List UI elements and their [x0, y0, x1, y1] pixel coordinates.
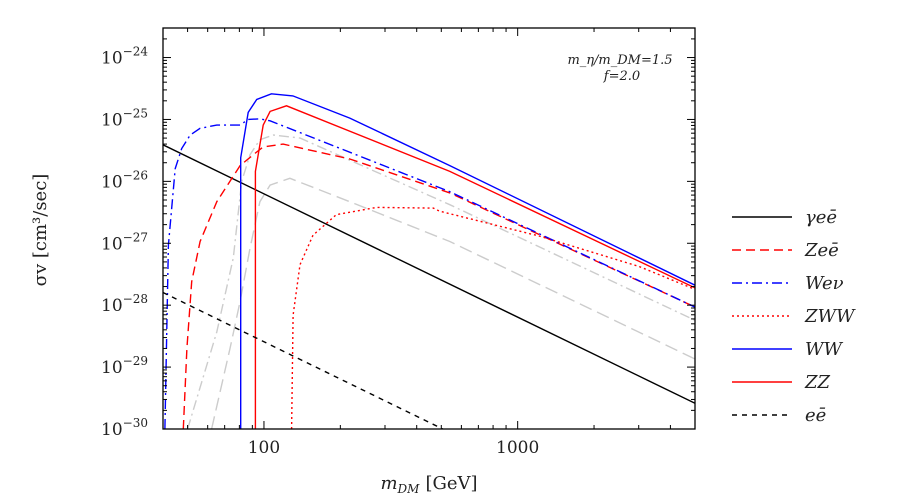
y-tick-base: 10: [101, 49, 123, 69]
series-line-gray-8: [210, 177, 695, 429]
legend-label: WW: [805, 339, 844, 360]
y-axis-label: σv [cm³/sec]: [30, 174, 51, 287]
series-line-series-6: [163, 291, 445, 429]
annotation-mass-ratio: m_η/m_DM=1.5: [567, 53, 672, 68]
y-tick-exponent: −29: [123, 354, 148, 368]
x-axis-label-sub: DM: [397, 482, 421, 496]
plot-frame: [162, 27, 696, 430]
y-tick-base: 10: [101, 234, 123, 254]
y-tick-base: 10: [101, 296, 123, 316]
legend: γeē Zeē Weν ZWW WW ZZ eē: [732, 207, 856, 426]
y-tick-exponent: −28: [123, 292, 148, 306]
y-tick-base: 10: [101, 110, 123, 130]
y-tick-label: 10−26: [101, 168, 148, 192]
series-line-series-1: [182, 143, 695, 429]
series-line-series-2: [164, 118, 695, 429]
series-line-series-4: [240, 93, 695, 429]
x-tick-label: 1000: [496, 438, 539, 458]
y-tick-label: 10−24: [101, 45, 148, 69]
y-tick-label: 10−27: [101, 230, 148, 254]
series-line-gray-7: [186, 134, 695, 429]
y-tick-label: 10−25: [101, 106, 148, 130]
y-tick-label: 10−30: [101, 416, 148, 440]
y-tick-base: 10: [101, 358, 123, 378]
annotation-f: f=2.0: [603, 69, 640, 84]
x-tick-labels: 100 1000: [248, 438, 540, 458]
legend-label: eē: [805, 405, 826, 426]
axis-ticks: [162, 27, 696, 430]
legend-item: Weν: [732, 273, 844, 294]
x-axis-label-main: m: [380, 473, 397, 494]
legend-item: ZWW: [732, 306, 856, 327]
legend-label: ZZ: [804, 372, 831, 393]
y-tick-label: 10−29: [101, 354, 148, 378]
series-line-series-3: [290, 206, 695, 429]
y-tick-exponent: −27: [123, 230, 148, 244]
legend-label: γeē: [805, 207, 837, 228]
legend-item: ZZ: [732, 372, 831, 393]
y-tick-exponent: −26: [123, 168, 148, 182]
x-axis-label-unit: [GeV]: [425, 473, 477, 494]
legend-item: Zeē: [732, 240, 839, 261]
series-line-series-0: [163, 144, 695, 404]
legend-item: WW: [732, 339, 844, 360]
legend-label: Weν: [805, 273, 844, 294]
x-tick-label: 100: [248, 438, 280, 458]
y-tick-label: 10−28: [101, 292, 148, 316]
legend-item: γeē: [732, 207, 837, 228]
plot-curves: [163, 93, 695, 429]
legend-label: ZWW: [804, 306, 856, 327]
y-tick-exponent: −30: [123, 416, 148, 430]
x-axis-label: mDM [GeV]: [380, 473, 477, 496]
legend-item: eē: [732, 405, 826, 426]
series-line-series-5: [254, 105, 695, 429]
y-tick-base: 10: [101, 172, 123, 192]
y-tick-exponent: −24: [123, 45, 149, 59]
legend-label: Zeē: [804, 240, 839, 261]
y-tick-base: 10: [101, 420, 123, 440]
y-tick-exponent: −25: [123, 106, 148, 120]
